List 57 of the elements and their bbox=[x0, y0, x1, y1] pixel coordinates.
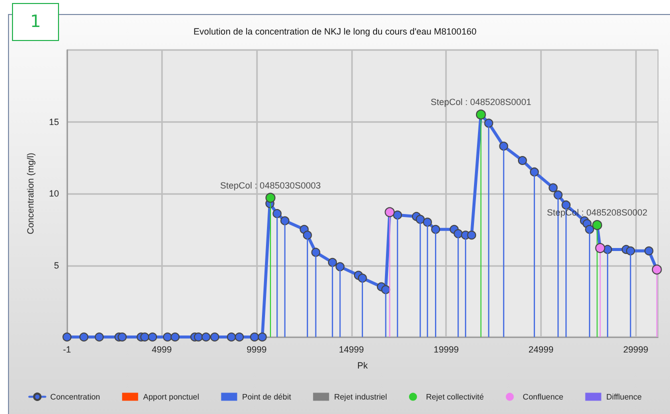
annotation: StepCol : 0485208S0001 bbox=[430, 97, 532, 108]
legend-label: Confluence bbox=[522, 392, 564, 402]
point bbox=[170, 332, 180, 342]
point bbox=[499, 142, 508, 151]
point bbox=[62, 332, 72, 342]
point bbox=[94, 332, 104, 342]
point bbox=[250, 332, 260, 342]
point bbox=[226, 332, 236, 342]
point bbox=[431, 224, 440, 234]
x-tick-label: 19999 bbox=[434, 344, 459, 354]
legend-label: Diffluence bbox=[606, 392, 642, 402]
y-axis-title: Concentration (mg/l) bbox=[26, 152, 36, 234]
point bbox=[280, 216, 290, 226]
x-tick-label: -1 bbox=[62, 344, 72, 354]
point bbox=[202, 332, 210, 342]
point bbox=[336, 262, 345, 272]
point bbox=[265, 192, 276, 203]
legend-label: Rejet collectivité bbox=[426, 392, 484, 402]
point bbox=[562, 200, 571, 210]
point bbox=[210, 332, 220, 342]
legend-label: Apport ponctuel bbox=[143, 392, 200, 402]
point bbox=[258, 332, 267, 342]
point bbox=[272, 209, 282, 218]
point bbox=[148, 332, 158, 342]
x-tick-label: 14999 bbox=[338, 344, 364, 354]
point bbox=[163, 332, 172, 342]
y-tick-label: 15 bbox=[48, 116, 59, 127]
x-tick-label: 9999 bbox=[246, 344, 267, 354]
point bbox=[585, 224, 594, 234]
legend-label: Rejet industriel bbox=[334, 392, 388, 402]
point bbox=[644, 246, 654, 256]
legend-label: Point de débit bbox=[242, 392, 292, 402]
point bbox=[422, 218, 432, 227]
x-tick-label: 4999 bbox=[152, 344, 172, 354]
point bbox=[234, 332, 244, 342]
x-axis-title: Pk bbox=[357, 360, 368, 370]
point bbox=[194, 332, 203, 342]
y-tick-label: 10 bbox=[48, 188, 59, 198]
chart-title: Evolution de la concentration de NKJ le long du cours d'eau M8100160 bbox=[194, 26, 476, 36]
point bbox=[554, 190, 563, 200]
point bbox=[302, 230, 312, 240]
text: 1 bbox=[12, 3, 59, 41]
point bbox=[118, 332, 127, 342]
legend-label: Concentration bbox=[50, 392, 100, 402]
point bbox=[328, 258, 337, 267]
y-tick-label: 5 bbox=[54, 260, 59, 270]
point bbox=[548, 183, 558, 192]
point bbox=[140, 332, 150, 342]
point bbox=[79, 332, 88, 342]
x-tick-label: 29999 bbox=[623, 344, 648, 354]
annotation: StepCol : 0485030S0003 bbox=[220, 180, 321, 190]
point bbox=[518, 156, 527, 165]
point bbox=[358, 274, 367, 283]
point bbox=[626, 246, 636, 256]
x-tick-label: 24999 bbox=[528, 344, 554, 354]
point bbox=[530, 167, 539, 176]
point bbox=[467, 230, 476, 240]
